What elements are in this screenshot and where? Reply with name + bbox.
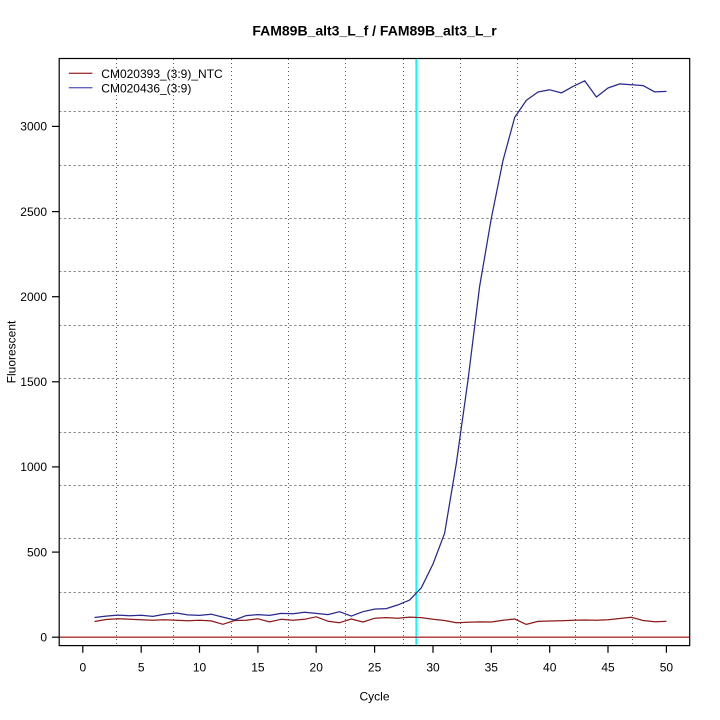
svg-text:0: 0 [79, 661, 86, 675]
svg-text:20: 20 [310, 661, 324, 675]
svg-text:3000: 3000 [20, 120, 47, 134]
svg-text:15: 15 [251, 661, 265, 675]
svg-text:2000: 2000 [20, 290, 47, 304]
svg-text:5: 5 [138, 661, 145, 675]
svg-text:1500: 1500 [20, 375, 47, 389]
svg-text:Cycle: Cycle [359, 690, 389, 704]
svg-text:50: 50 [660, 661, 674, 675]
svg-text:35: 35 [485, 661, 499, 675]
svg-text:45: 45 [601, 661, 615, 675]
svg-text:500: 500 [27, 545, 47, 559]
svg-text:0: 0 [40, 631, 47, 645]
svg-text:1000: 1000 [20, 460, 47, 474]
svg-text:CM020436_(3:9): CM020436_(3:9) [101, 81, 191, 95]
svg-text:CM020393_(3:9)_NTC: CM020393_(3:9)_NTC [101, 67, 223, 81]
svg-text:40: 40 [543, 661, 557, 675]
svg-text:30: 30 [426, 661, 440, 675]
svg-text:FAM89B_alt3_L_f / FAM89B_alt3_: FAM89B_alt3_L_f / FAM89B_alt3_L_r [252, 23, 497, 39]
svg-text:Fluorescent: Fluorescent [5, 320, 19, 383]
svg-text:25: 25 [368, 661, 382, 675]
svg-text:2500: 2500 [20, 205, 47, 219]
svg-text:10: 10 [193, 661, 207, 675]
